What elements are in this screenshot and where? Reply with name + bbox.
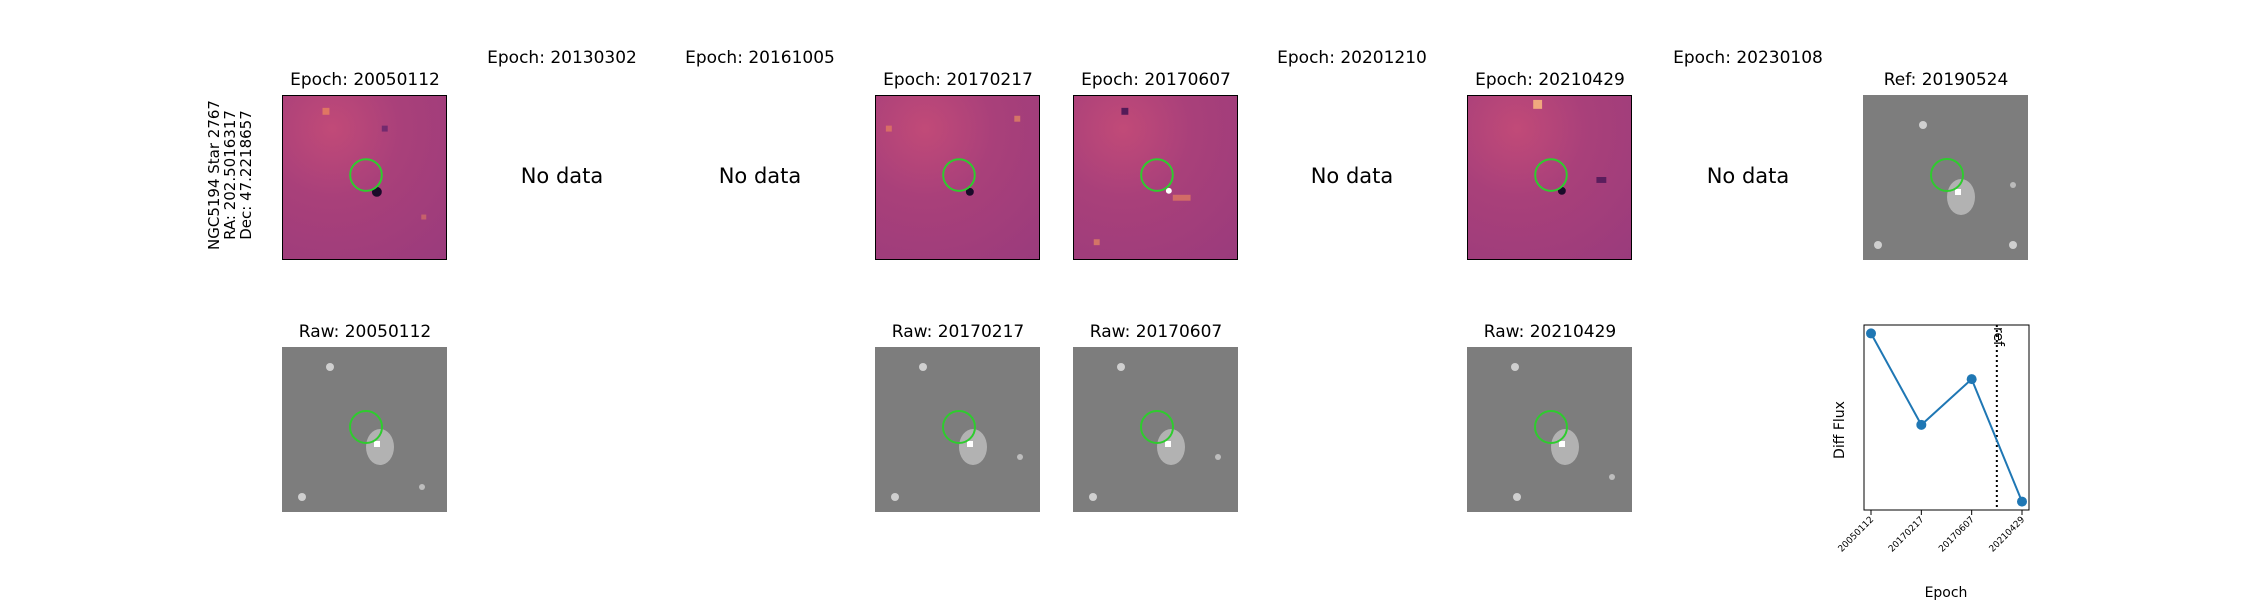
- diff-image-20210429: [1467, 95, 1632, 260]
- raw-image-20170607: [1073, 347, 1238, 512]
- ref-line-label: ref: [1990, 327, 2006, 347]
- no-data-label-20130302: No data: [520, 164, 604, 188]
- series-points: [1866, 328, 2027, 507]
- epoch-title-2: Epoch: 20130302: [487, 48, 637, 68]
- epoch-title-5: Epoch: 20170607: [1081, 70, 1231, 90]
- row-label: NGC5194 Star 2767 RA: 202.5016317 Dec: 4…: [205, 100, 255, 250]
- ref-title: Ref: 20190524: [1883, 70, 2009, 90]
- diff-image-content: [885, 115, 1021, 196]
- data-point-20170217: [1916, 419, 1927, 430]
- epoch-title-6: Epoch: 20201210: [1277, 48, 1427, 68]
- raw-image-20170217: [875, 347, 1040, 512]
- diff-image-20170607: [1073, 95, 1238, 260]
- x-tick-label-20210429: 20210429: [1988, 515, 2028, 555]
- epoch-title-1: Epoch: 20050112: [290, 70, 440, 90]
- epoch-title-3: Epoch: 20161005: [685, 48, 835, 68]
- dec-label: Dec: 47.2218657: [237, 110, 255, 240]
- raw-image-content: [891, 363, 1023, 501]
- raw-image-content: [298, 363, 425, 501]
- diff-image-20050112: [282, 95, 447, 260]
- x-tick-label-20170607: 20170607: [1937, 515, 1976, 554]
- no-data-label-20230108: No data: [1706, 164, 1790, 188]
- series-line: [1870, 332, 2023, 502]
- raw-image-content: [1511, 363, 1615, 501]
- aperture-circle: [1140, 158, 1174, 192]
- raw-image-20050112: [282, 347, 447, 512]
- raw-image-20210429: [1467, 347, 1632, 512]
- x-tick-label-20050112: 20050112: [1837, 515, 1876, 554]
- raw-image-content: [1089, 363, 1221, 501]
- x-ticks: 20050112 20170217 20170607 20210429: [1837, 510, 2028, 555]
- no-data-label-20201210: No data: [1310, 164, 1394, 188]
- epoch-title-8: Epoch: 20230108: [1673, 48, 1823, 68]
- light-curve-chart: ref 20050112 20170217 20170607 20210429 Dif…: [1832, 324, 2030, 600]
- diff-image-20170217: [875, 95, 1040, 260]
- no-data-label-20161005: No data: [718, 164, 802, 188]
- diff-image-content: [1093, 107, 1191, 246]
- raw-title-2: Raw: 20170217: [891, 322, 1025, 342]
- diff-image-content: [322, 107, 427, 220]
- data-point-20170607: [1966, 374, 1977, 385]
- aperture-circle: [1930, 158, 1964, 192]
- aperture-circle: [1534, 158, 1568, 192]
- y-axis-label: Diff Flux: [1832, 401, 1848, 459]
- x-tick-label-20170217: 20170217: [1887, 515, 1926, 554]
- object-name: NGC5194 Star 2767: [205, 100, 223, 250]
- raw-title-3: Raw: 20170607: [1089, 322, 1223, 342]
- x-axis-label: Epoch: [1925, 585, 1968, 600]
- ref-image-content: [1874, 121, 2017, 249]
- ra-label: RA: 202.5016317: [221, 110, 239, 240]
- epoch-title-4: Epoch: 20170217: [883, 70, 1033, 90]
- aperture-circle: [942, 410, 976, 444]
- aperture-circle: [1140, 410, 1174, 444]
- diff-image-content: [1533, 99, 1607, 195]
- aperture-circle: [942, 158, 976, 192]
- plot-frame: [1863, 324, 2030, 511]
- ref-image: [1863, 95, 2028, 260]
- raw-title-4: Raw: 20210429: [1483, 322, 1617, 342]
- data-point-20050112: [1866, 328, 1876, 339]
- raw-title-1: Raw: 20050112: [298, 322, 432, 342]
- data-point-20210429: [2017, 496, 2027, 507]
- aperture-circle: [349, 158, 383, 192]
- aperture-circle: [1534, 410, 1568, 444]
- aperture-circle: [349, 410, 383, 444]
- epoch-title-7: Epoch: 20210429: [1475, 70, 1625, 90]
